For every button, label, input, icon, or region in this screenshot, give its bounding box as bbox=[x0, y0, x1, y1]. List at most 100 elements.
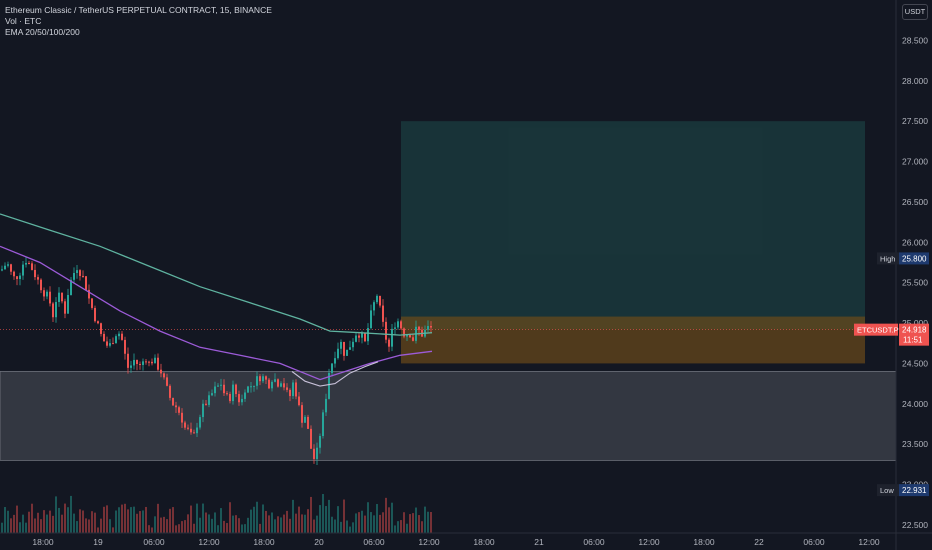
price-tick-label: 22.500 bbox=[902, 520, 928, 530]
ema-indicator-label[interactable]: EMA 20/50/100/200 bbox=[5, 27, 80, 37]
candle-body bbox=[322, 412, 324, 436]
candle-body bbox=[211, 393, 213, 396]
candle-body bbox=[1, 269, 3, 271]
volume-bar bbox=[298, 506, 300, 533]
candle-body bbox=[256, 376, 258, 386]
volume-bar bbox=[346, 520, 348, 533]
candle-body bbox=[214, 386, 216, 394]
candle-body bbox=[301, 405, 303, 423]
time-tick-label: 20 bbox=[314, 537, 324, 547]
currency-button[interactable]: USDT bbox=[902, 4, 928, 20]
volume-bar bbox=[67, 507, 69, 533]
ema-light-line bbox=[291, 361, 379, 387]
time-tick-label: 12:00 bbox=[858, 537, 880, 547]
volume-bar bbox=[220, 508, 222, 533]
candle-body bbox=[241, 398, 243, 403]
candle-body bbox=[349, 347, 351, 350]
candle-body bbox=[64, 301, 66, 314]
candle-body bbox=[382, 305, 384, 322]
candle-body bbox=[238, 394, 240, 403]
candle-body bbox=[94, 307, 96, 322]
ema-green-line bbox=[0, 213, 433, 336]
candle-body bbox=[313, 448, 315, 459]
last-price-bg bbox=[899, 323, 929, 346]
volume-bar bbox=[88, 519, 90, 533]
time-tick-label: 18:00 bbox=[32, 537, 54, 547]
candle-body bbox=[304, 416, 306, 423]
candle-body bbox=[208, 395, 210, 405]
volume-bar bbox=[277, 516, 279, 533]
candle-body bbox=[361, 332, 363, 338]
volume-bar bbox=[229, 502, 231, 533]
volume-bar bbox=[55, 496, 57, 533]
candle-body bbox=[187, 427, 189, 429]
volume-bar bbox=[85, 518, 87, 533]
volume-bar bbox=[214, 512, 216, 533]
time-axis[interactable]: 18:00 19 06:00 12:00 18:00 20 06:00 12:00 18:00 2… bbox=[0, 532, 932, 547]
candle-body bbox=[226, 393, 228, 395]
volume-bar bbox=[103, 506, 105, 533]
candle-body bbox=[220, 384, 222, 386]
time-tick-label: 06:00 bbox=[363, 537, 385, 547]
candle-body bbox=[130, 365, 132, 368]
volume-bar bbox=[412, 513, 414, 533]
volume-bar bbox=[61, 514, 63, 533]
candle-body bbox=[139, 363, 141, 365]
volume-bar bbox=[154, 516, 156, 533]
candle-body bbox=[376, 295, 378, 303]
candle-body bbox=[250, 386, 252, 388]
volume-indicator-label[interactable]: Vol · ETC bbox=[5, 16, 42, 26]
candle-body bbox=[343, 341, 345, 356]
price-tick-label: 26.500 bbox=[902, 197, 928, 207]
high-tag-label: High bbox=[880, 254, 895, 263]
candle-body bbox=[106, 341, 108, 346]
candle-body bbox=[268, 379, 270, 389]
volume-bar bbox=[211, 518, 213, 533]
candle-body bbox=[97, 321, 99, 324]
volume-bar bbox=[43, 510, 45, 533]
volume-bar bbox=[262, 504, 264, 533]
candle-body bbox=[34, 269, 36, 278]
volume-bar bbox=[313, 519, 315, 533]
candle-body bbox=[403, 328, 405, 337]
candle-body bbox=[19, 275, 21, 280]
candle-body bbox=[76, 270, 78, 273]
stop-zone bbox=[401, 316, 865, 364]
volume-bar bbox=[91, 511, 93, 533]
symbol-title[interactable]: Ethereum Classic / TetherUS PERPETUAL CO… bbox=[5, 5, 272, 15]
price-axis[interactable]: 28.500 28.000 27.500 27.000 26.500 26.000 25.5… bbox=[895, 0, 928, 550]
volume-bar bbox=[382, 512, 384, 533]
candle-body bbox=[157, 357, 159, 370]
volume-bar bbox=[25, 522, 27, 533]
candle-body bbox=[49, 291, 51, 304]
candle-body bbox=[160, 369, 162, 374]
candle-body bbox=[205, 403, 207, 405]
candle-body bbox=[265, 376, 267, 380]
volume-bar bbox=[283, 514, 285, 533]
volume-bar bbox=[376, 504, 378, 533]
volume-bar bbox=[184, 520, 186, 533]
last-price-value: 24.918 bbox=[902, 326, 927, 335]
volume-bar bbox=[16, 505, 18, 533]
candle-body bbox=[235, 384, 237, 395]
low-tag-label: Low bbox=[880, 486, 894, 495]
volume-bar bbox=[364, 515, 366, 533]
candle-body bbox=[283, 383, 285, 388]
candle-body bbox=[307, 416, 309, 429]
candle-body bbox=[88, 289, 90, 299]
symbol-tag-bg bbox=[854, 323, 898, 336]
candle-body bbox=[166, 377, 168, 386]
high-tag-value-bg bbox=[899, 252, 929, 265]
candle-body bbox=[223, 384, 225, 394]
candle-body bbox=[397, 321, 399, 328]
candle-body bbox=[13, 271, 15, 277]
chart-legend: Ethereum Classic / TetherUS PERPETUAL CO… bbox=[5, 5, 272, 38]
candle-body bbox=[85, 276, 87, 290]
candle-body bbox=[22, 264, 24, 276]
volume-bar bbox=[136, 513, 138, 533]
support-zone bbox=[0, 371, 897, 461]
candle-body bbox=[40, 279, 42, 291]
volume-bar bbox=[160, 517, 162, 533]
volume-bar bbox=[397, 521, 399, 533]
